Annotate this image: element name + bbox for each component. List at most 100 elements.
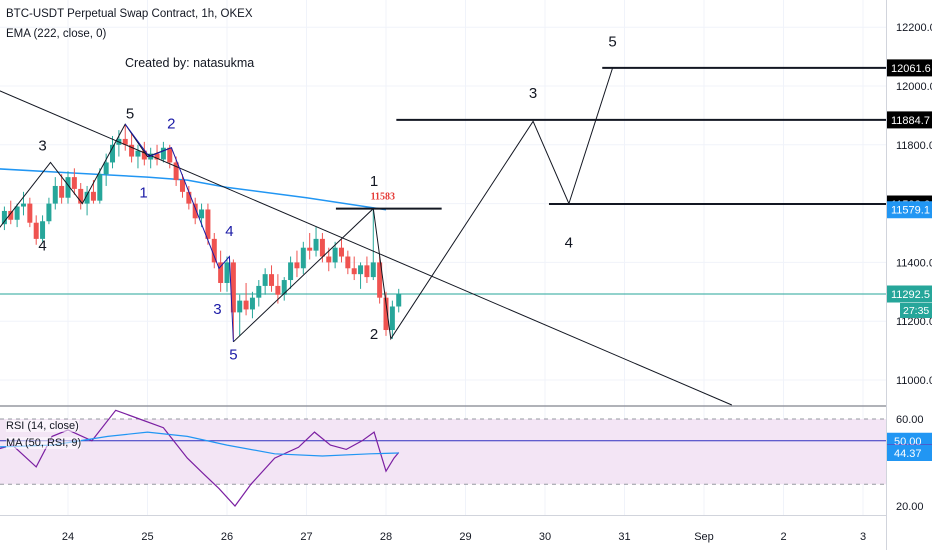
descending-trendline [0,90,733,406]
wave-label: 5 [608,33,616,50]
x-tick-label: 31 [618,531,630,543]
price-label-text: 12061.6 [891,63,931,75]
rsi-y-tick-label: 20.00 [896,501,924,513]
candle-body [20,203,26,207]
candle-body [230,262,236,313]
drawings-layer: 11583 3 4 5 1 2 3 4 5 2 1 4 3 5 [0,33,886,406]
x-tick-label: 24 [62,531,74,543]
candle-body [338,247,344,257]
candle-body [14,206,20,220]
candle-body [326,256,332,263]
candle-body [281,280,287,295]
candle-body [52,185,58,204]
candle-body [256,285,262,298]
x-tick-label: 30 [539,531,551,543]
y-tick-label: 12200.0 [896,22,932,34]
candle-body [370,262,376,278]
candle-body [275,285,281,295]
price-label-text: 11292.5 [891,289,930,301]
x-tick-label: 29 [459,531,471,543]
candle-body [288,262,294,281]
candle-body [65,177,71,198]
candle-body [351,268,357,275]
price-label-box [887,111,932,129]
wave-label-blue: 1 [139,185,147,202]
x-tick-label: 3 [860,531,866,543]
rsi-y-tick-label: 60.00 [896,414,924,426]
candle-body [358,265,364,275]
candle-body [179,180,185,192]
candle-body [71,177,77,189]
symbol-legend[interactable]: BTC-USDT Perpetual Swap Contract, 1h, OK… [6,8,253,20]
candle-body [364,265,370,278]
wave-label: 5 [126,105,134,122]
x-tick-label: 2 [780,531,786,543]
candle-body [1,210,7,225]
price-label-text: 11579.1 [891,205,930,217]
candle-body [27,203,33,223]
candle-body [148,153,154,160]
candle-body [307,247,313,251]
candle-body [237,300,243,313]
candle-body [211,238,217,263]
candle-body [383,297,389,331]
candle-body [389,306,395,331]
rsi-price-label-text: 44.37 [894,448,922,460]
price-label-box [887,201,932,219]
price-labels-layer: 12061.611884.711598.611579.111292.527:35… [887,59,932,461]
candle-body [249,297,255,310]
wave-path-projection [233,67,614,343]
wave-label: 3 [529,85,537,102]
wave-label: 3 [38,138,46,155]
countdown-box [900,303,932,319]
rsi-band [0,419,886,485]
candle-body [84,191,90,204]
candle-body [59,185,65,198]
candle-body [396,294,402,307]
price-label-text: 11884.7 [891,115,930,127]
high-price-label: 11583 [371,192,395,203]
candle-body [90,191,96,201]
candle-body [199,209,205,219]
candle-body [192,203,198,219]
candle-body [46,203,52,222]
wave-label: 2 [370,326,378,343]
candle-body [262,274,268,286]
x-tick-label: Sep [694,531,714,543]
rsi-ma-legend[interactable]: MA (50, RSI, 9) [6,437,82,449]
candle-body [129,144,135,157]
candle-body [345,256,351,269]
candle-body [122,138,128,145]
wave-label: 1 [370,173,378,190]
candle-body [332,247,338,263]
ema-legend[interactable]: EMA (222, close, 0) [6,28,107,40]
candle-body [186,191,192,204]
rsi-panel [0,409,886,507]
candle-body [205,209,211,239]
candle-body [218,262,224,283]
candle-body [78,188,84,204]
candle-body [269,274,275,286]
countdown-text: 27:35 [903,305,929,317]
rsi-legend[interactable]: RSI (14, close) [6,420,79,432]
wave-label-blue: 3 [213,301,221,318]
candle-body [319,238,325,257]
candle-body [294,262,300,269]
wave-label-blue: 2 [167,116,175,133]
candle-body [377,262,383,298]
candle-body [167,147,173,163]
candle-body [97,174,103,201]
candle-body [8,210,14,220]
wave-label-blue: 5 [229,346,237,363]
candle-body [160,147,166,160]
candle-body [154,153,160,160]
y-tick-label: 12000.0 [896,81,932,93]
candle-body [243,300,249,310]
x-tick-label: 26 [221,531,233,543]
candle-body [313,238,319,251]
y-tick-label: 11000.0 [896,375,932,387]
price-label-box [887,59,932,77]
candle-body [33,222,39,239]
